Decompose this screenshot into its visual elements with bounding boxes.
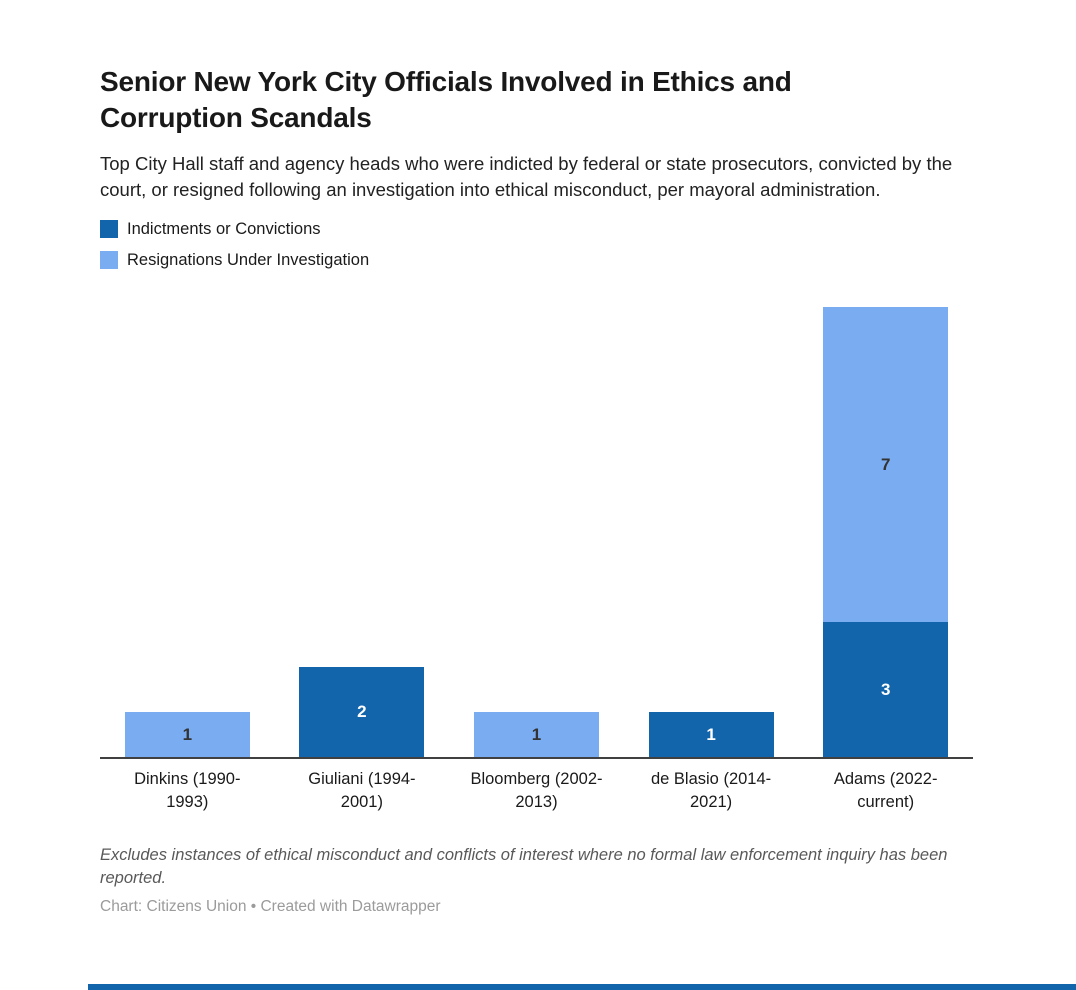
bar-segment: 7 — [823, 307, 949, 623]
category-label: Giuliani (1994- 2001) — [308, 770, 416, 812]
chart-card: Senior New York City Officials Involved … — [100, 66, 976, 916]
bar-column: 1 — [624, 307, 799, 758]
bar-value-label: 2 — [357, 702, 367, 722]
bar-segment: 1 — [473, 712, 599, 758]
category-label: de Blasio (2014- 2021) — [650, 770, 772, 812]
category-label: Adams (2022- current) — [833, 770, 938, 812]
bar-value-label: 1 — [531, 724, 542, 744]
legend: Indictments or Convictions Resignations U… — [100, 219, 976, 270]
category-label: Dinkins (1990- 1993) — [134, 770, 241, 812]
bar-column: 1 — [100, 307, 275, 758]
legend-item: Indictments or Convictions — [100, 219, 976, 239]
bar-segment: 2 — [299, 667, 425, 758]
legend-swatch — [100, 220, 118, 239]
chart-description: Top City Hall staff and agency heads who… — [100, 153, 953, 201]
footnote: Excludes instances of ethical misconduct… — [100, 845, 948, 887]
legend-label: Indictments or Convictions — [127, 219, 321, 238]
page-title: Senior New York City Officials Involved … — [100, 66, 792, 134]
legend-item: Resignations Under Investigation — [100, 250, 976, 270]
legend-swatch — [100, 251, 118, 270]
x-axis-line — [100, 757, 973, 760]
bar-column: 2 — [275, 307, 450, 758]
bar-value-label: 1 — [706, 724, 716, 744]
attribution: Chart: Citizens Union • Created with Dat… — [100, 898, 441, 916]
bar-value-label: 3 — [880, 679, 891, 699]
bar-segment: 1 — [648, 712, 774, 758]
bar-value-label: 1 — [182, 724, 193, 744]
bar-segment: 3 — [823, 622, 949, 758]
bar-segment: 1 — [124, 712, 250, 758]
bar-value-label: 7 — [880, 454, 891, 474]
legend-label: Resignations Under Investigation — [127, 250, 370, 269]
bottom-strip — [88, 984, 1076, 990]
category-axis-labels: Dinkins (1990- 1993) Giuliani (1994- 2001) B… — [100, 768, 973, 814]
category-label: Bloomberg (2002- 2013) — [470, 770, 603, 812]
bar-column: 1 — [449, 307, 624, 758]
